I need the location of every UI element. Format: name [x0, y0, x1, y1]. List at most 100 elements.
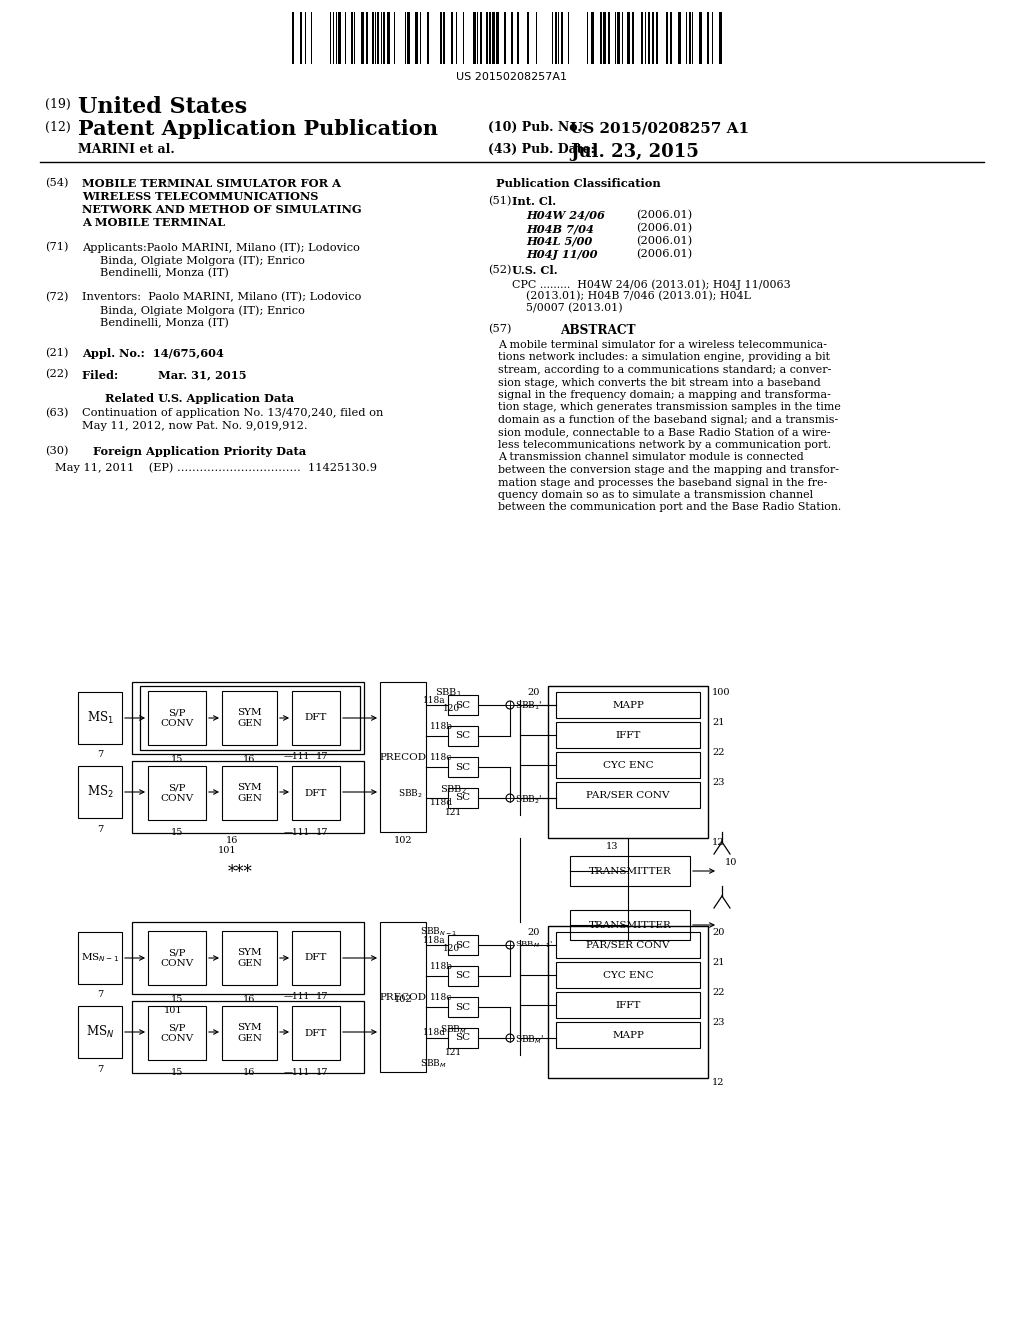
- Bar: [380, 682, 426, 832]
- Text: 118c: 118c: [430, 993, 453, 1002]
- Text: SBB$_1$: SBB$_1$: [435, 686, 462, 698]
- Text: (71): (71): [45, 242, 69, 252]
- Text: between the communication port and the Base Radio Station.: between the communication port and the B…: [498, 503, 842, 512]
- Text: (51): (51): [488, 195, 512, 206]
- Text: SC: SC: [456, 1034, 471, 1043]
- Bar: [292, 690, 340, 744]
- Bar: [556, 722, 700, 748]
- Text: 7: 7: [97, 1065, 103, 1074]
- Text: Patent Application Publication: Patent Application Publication: [78, 119, 438, 139]
- Bar: [330, 12, 331, 63]
- Bar: [548, 686, 708, 838]
- Bar: [353, 12, 355, 63]
- Text: Publication Classification: Publication Classification: [496, 178, 660, 189]
- Bar: [556, 993, 700, 1018]
- Bar: [652, 12, 653, 63]
- Text: S/P
CONV: S/P CONV: [161, 948, 194, 968]
- Text: MS$_1$: MS$_1$: [87, 710, 114, 726]
- Bar: [561, 12, 563, 63]
- Text: 20: 20: [712, 928, 724, 937]
- Bar: [222, 1006, 278, 1060]
- Text: —111: —111: [284, 828, 310, 837]
- Text: MAPP: MAPP: [612, 1031, 644, 1040]
- Text: (12): (12): [45, 121, 71, 135]
- Bar: [449, 726, 478, 746]
- Text: DFT: DFT: [305, 953, 328, 962]
- Bar: [600, 12, 602, 63]
- Bar: [449, 966, 478, 986]
- Text: Int. Cl.: Int. Cl.: [512, 195, 556, 207]
- Text: 102: 102: [393, 995, 413, 1005]
- Text: 101: 101: [218, 846, 237, 855]
- Text: Continuation of application No. 13/470,240, filed on: Continuation of application No. 13/470,2…: [82, 408, 383, 418]
- Text: 120: 120: [443, 704, 460, 713]
- Bar: [556, 692, 700, 718]
- Text: SBB$_M$: SBB$_M$: [420, 1059, 446, 1071]
- Text: 16: 16: [243, 995, 255, 1005]
- Bar: [496, 12, 499, 63]
- Bar: [456, 12, 458, 63]
- Text: 17: 17: [315, 1068, 329, 1077]
- Text: 22: 22: [712, 987, 725, 997]
- Text: 23: 23: [712, 777, 725, 787]
- Text: (52): (52): [488, 265, 512, 276]
- Text: SYM
GEN: SYM GEN: [237, 948, 262, 968]
- Text: 15: 15: [171, 1068, 183, 1077]
- Text: TRANSMITTER: TRANSMITTER: [589, 920, 672, 929]
- Text: PRECOD: PRECOD: [380, 752, 427, 762]
- Bar: [361, 12, 365, 63]
- Bar: [517, 12, 519, 63]
- Text: US 2015/0208257 A1: US 2015/0208257 A1: [570, 121, 750, 135]
- Text: 13: 13: [605, 842, 618, 851]
- Text: 17: 17: [315, 828, 329, 837]
- Bar: [449, 1028, 478, 1048]
- Bar: [656, 12, 658, 63]
- Text: WIRELESS TELECOMMUNICATIONS: WIRELESS TELECOMMUNICATIONS: [82, 191, 318, 202]
- Bar: [473, 12, 476, 63]
- Text: less telecommunications network by a communication port.: less telecommunications network by a com…: [498, 440, 831, 450]
- Text: SBB$_2$': SBB$_2$': [515, 793, 543, 805]
- Text: May 11, 2012, now Pat. No. 9,019,912.: May 11, 2012, now Pat. No. 9,019,912.: [82, 421, 307, 432]
- Text: United States: United States: [78, 96, 247, 117]
- Text: signal in the frequency domain; a mapping and transforma-: signal in the frequency domain; a mappin…: [498, 389, 830, 400]
- Text: sion stage, which converts the bit stream into a baseband: sion stage, which converts the bit strea…: [498, 378, 821, 388]
- Text: PAR/SER CONV: PAR/SER CONV: [587, 940, 670, 949]
- Bar: [443, 12, 444, 63]
- Text: 7: 7: [97, 990, 103, 999]
- Bar: [645, 12, 646, 63]
- Bar: [667, 12, 668, 63]
- Bar: [132, 921, 364, 994]
- Text: SC: SC: [456, 731, 471, 741]
- Bar: [383, 12, 385, 63]
- Bar: [493, 12, 495, 63]
- Bar: [449, 696, 478, 715]
- Bar: [292, 1006, 340, 1060]
- Text: DFT: DFT: [305, 788, 328, 797]
- Text: —111: —111: [284, 1068, 310, 1077]
- Text: SYM
GEN: SYM GEN: [237, 783, 262, 803]
- Text: (2006.01): (2006.01): [636, 223, 692, 234]
- Text: 23: 23: [712, 1018, 725, 1027]
- Bar: [603, 12, 606, 63]
- Text: 118d: 118d: [430, 799, 453, 807]
- Bar: [222, 931, 278, 985]
- Bar: [440, 12, 441, 63]
- Text: quency domain so as to simulate a transmission channel: quency domain so as to simulate a transm…: [498, 490, 813, 500]
- Text: Binda, Olgiate Molgora (IT); Enrico: Binda, Olgiate Molgora (IT); Enrico: [100, 305, 305, 315]
- Bar: [140, 686, 360, 750]
- Text: H04W 24/06: H04W 24/06: [526, 210, 605, 220]
- Bar: [148, 931, 206, 985]
- Text: SBB$_{N-1}$: SBB$_{N-1}$: [420, 927, 458, 939]
- Text: (63): (63): [45, 408, 69, 418]
- Text: SBB$_2$: SBB$_2$: [398, 788, 423, 800]
- Bar: [477, 12, 478, 63]
- Text: —111: —111: [284, 752, 310, 762]
- Bar: [556, 932, 700, 958]
- Text: IFFT: IFFT: [615, 1001, 641, 1010]
- Text: NETWORK AND METHOD OF SIMULATING: NETWORK AND METHOD OF SIMULATING: [82, 205, 361, 215]
- Bar: [408, 12, 411, 63]
- Text: Inventors:  Paolo MARINI, Milano (IT); Lodovico: Inventors: Paolo MARINI, Milano (IT); Lo…: [82, 292, 361, 302]
- Text: SBB$_{M}$: SBB$_{M}$: [440, 1023, 467, 1035]
- Text: 118b: 118b: [430, 962, 453, 972]
- Bar: [132, 682, 364, 754]
